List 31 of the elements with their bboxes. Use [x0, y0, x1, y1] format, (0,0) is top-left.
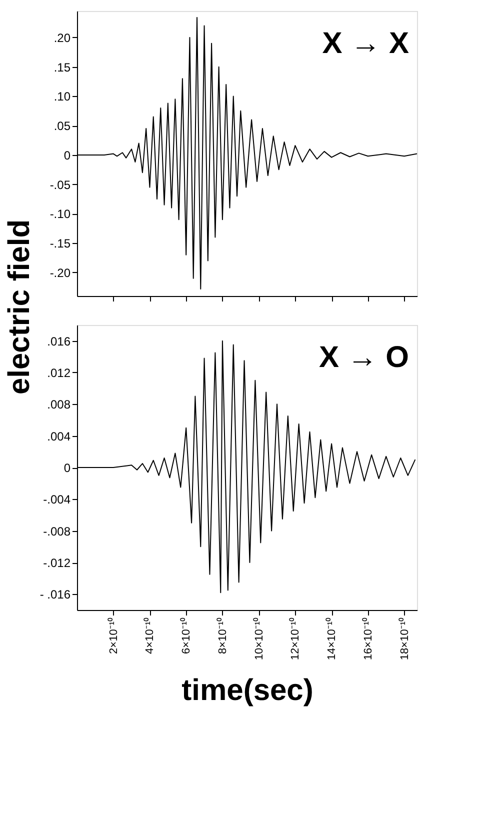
y-tick-label: .15	[54, 60, 71, 74]
x-axis-title: time(sec)	[182, 674, 314, 708]
x-tick-label: 6×10⁻¹⁰	[180, 618, 193, 654]
y-tick-label: .20	[54, 30, 71, 45]
y-tick-label: -.008	[43, 524, 71, 538]
y-tick-label: .016	[47, 334, 71, 348]
y-tick-label: .05	[54, 119, 71, 134]
x-tick-label: 14×10⁻¹⁰	[325, 618, 338, 660]
x-tick-label: 4×10⁻¹⁰	[143, 618, 156, 654]
x-tick-label: 18×10⁻¹⁰	[398, 618, 411, 660]
y-tick-label: -.20	[50, 266, 71, 280]
x-tick-label: 8×10⁻¹⁰	[216, 618, 229, 654]
x-tick-label: 2×10⁻¹⁰	[106, 618, 120, 654]
y-tick-label: -.004	[43, 492, 71, 507]
y-axis-title: electric field	[3, 219, 36, 395]
x-tick-label: 12×10⁻¹⁰	[288, 618, 302, 660]
y-tick-label: .012	[47, 366, 71, 380]
y-tick-label: .004	[47, 429, 71, 444]
annotation: X → X	[322, 27, 409, 60]
y-tick-label: .008	[47, 398, 71, 412]
y-tick-label: -.10	[50, 207, 71, 222]
annotation: X → O	[318, 341, 409, 374]
y-tick-label: 0	[64, 461, 71, 475]
y-tick-label: .10	[54, 90, 71, 104]
x-tick-label: 16×10⁻¹⁰	[361, 618, 374, 660]
y-tick-label: -.012	[43, 556, 71, 570]
y-tick-label: -.05	[50, 178, 71, 192]
y-tick-label: 0	[64, 148, 71, 162]
y-tick-label: -.15	[50, 236, 71, 251]
y-tick-label: - .016	[40, 588, 71, 602]
x-tick-label: 10×10⁻¹⁰	[252, 618, 266, 660]
